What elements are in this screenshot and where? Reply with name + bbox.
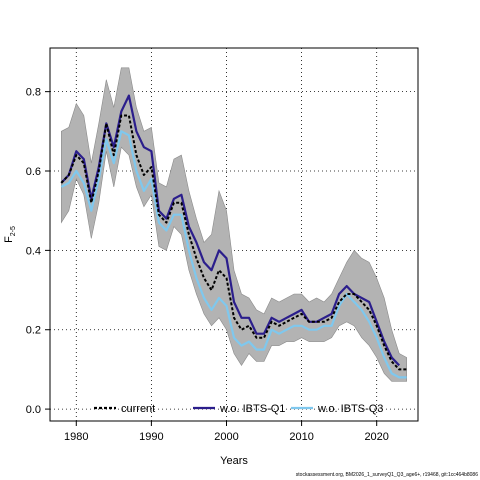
series-lines-group: [60, 94, 407, 379]
x-tick-label: 2000: [214, 431, 238, 443]
series-line-w-o-ibts-q3: [60, 130, 407, 379]
y-tick-label: 0.4: [26, 245, 41, 257]
y-tick-label: 0.6: [26, 166, 41, 178]
plot-frame: [49, 47, 419, 422]
y-axis-title: F2-5: [3, 226, 17, 243]
x-axis: 1980 1990 2000 2010 2020: [64, 421, 389, 443]
x-tick-label: 2020: [364, 431, 388, 443]
x-tick-label: 1980: [64, 431, 88, 443]
y-axis-title-subscript: 2-5: [10, 226, 17, 236]
confidence-band-group: [61, 67, 407, 382]
series-line-current: [60, 114, 407, 371]
y-axis-title-main: F: [3, 236, 15, 243]
x-tick-label: 2010: [289, 431, 313, 443]
legend-label: w.o. IBTS-Q1: [219, 403, 285, 415]
legend-label: current: [121, 403, 155, 415]
footnote: stockassessment.org, BM2026_1_surveyQ1_Q…: [296, 472, 478, 478]
x-axis-title: Years: [220, 455, 248, 467]
legend-label: w.o. IBTS-Q3: [317, 403, 383, 415]
y-tick-label: 0.2: [26, 325, 41, 337]
confidence-band: [61, 67, 407, 382]
x-tick-label: 1990: [139, 431, 163, 443]
series-line-w-o-ibts-q1: [60, 94, 400, 367]
y-axis: 0.0 0.2 0.4 0.6 0.8: [26, 87, 50, 416]
y-tick-label: 0.0: [26, 404, 41, 416]
legend: current w.o. IBTS-Q1 w.o. IBTS-Q3: [94, 403, 383, 415]
y-tick-label: 0.8: [26, 87, 41, 99]
